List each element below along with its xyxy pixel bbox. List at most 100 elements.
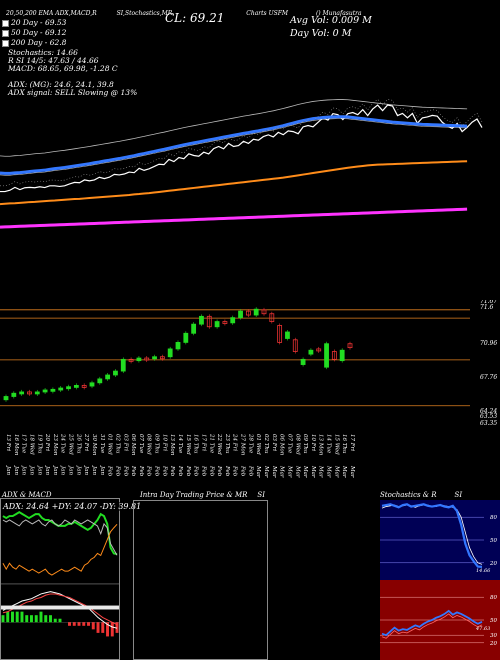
dotted-trend-line (0, 98, 483, 187)
candle (308, 349, 314, 355)
month-label: Mar (349, 465, 355, 478)
candle (144, 357, 150, 361)
candle (331, 351, 337, 360)
candle (152, 356, 157, 360)
candle (245, 310, 251, 316)
month-label: Jan (13, 465, 19, 475)
company-label: () Munafasutra (315, 10, 362, 17)
month-label: Feb (232, 465, 238, 477)
candle (11, 392, 17, 397)
moving-averages-chart (0, 98, 483, 229)
month-label: Feb (208, 465, 214, 477)
candle (42, 389, 48, 393)
candle (238, 310, 243, 319)
price-label: 63.35 (480, 420, 497, 427)
month-label: Mar (326, 465, 332, 478)
macd-histogram-bar (110, 622, 114, 637)
month-label: Mar (255, 465, 261, 478)
stoch-tick: 80 (490, 515, 497, 521)
legend-swatch[interactable] (2, 29, 9, 37)
date-label: 17 Tue (21, 434, 27, 454)
stoch-title: SI,Stochastics,MR (116, 10, 173, 17)
avg-volume: Avg Vol: 0.009 M (290, 15, 372, 26)
macd-histogram-bar (115, 622, 119, 633)
month-label: Jan (52, 465, 58, 475)
macd-histogram-bar (91, 622, 95, 630)
macd-histogram-bar (87, 622, 90, 626)
macd-histogram-bar (1, 615, 5, 623)
date-label: 03 Fri (122, 434, 128, 451)
candle (316, 348, 322, 352)
legend-swatch[interactable] (2, 19, 9, 27)
candle (113, 370, 118, 376)
month-label: Feb (247, 465, 253, 477)
date-label: 01 Wed (255, 434, 261, 455)
date-label: 07 Tue (286, 434, 292, 454)
candle (339, 349, 345, 362)
candle (199, 315, 204, 325)
stoch-panel-title: Stochastics & R SI (380, 491, 463, 499)
candle (19, 391, 25, 395)
stoch-tick: 20 (489, 561, 497, 567)
month-label: Mar (341, 465, 347, 478)
stochastics-readout: Stochastics: 14.66 (8, 48, 78, 57)
date-label: 23 Mon (52, 433, 58, 456)
month-label: Feb (216, 465, 222, 477)
candle (253, 308, 259, 316)
adx-signal: ADX signal: SELL Slowing @ 13% (8, 88, 138, 97)
date-label: 13 Mon (318, 434, 324, 456)
candle (277, 325, 283, 343)
macd-histogram-bar (6, 611, 10, 623)
candle (175, 342, 181, 350)
price-label: 64.24 (480, 408, 497, 415)
header-line: 20,50,200 EMA ADX,MACD,R SI,Stochastics,… (6, 10, 362, 17)
macd-histogram-bar (25, 615, 29, 623)
close-value: CL: 69.21 (165, 11, 225, 25)
candle (347, 343, 353, 349)
macd-histogram-bar (58, 618, 62, 623)
macd-histogram-bar (82, 622, 86, 626)
month-label: Jan (91, 465, 97, 475)
stoch-k-line (381, 503, 483, 568)
month-label: Jan (36, 465, 42, 475)
candle (97, 378, 103, 384)
macd-histogram-bar (39, 611, 43, 623)
-dy-line (2, 523, 118, 576)
date-label: 15 Wed (333, 434, 339, 455)
month-label: Mar (318, 465, 324, 478)
rsi-tick: 30 (490, 633, 497, 639)
date-label: 07 Tue (138, 434, 144, 454)
date-label: 17 Fri (200, 434, 206, 451)
candle (292, 339, 298, 352)
day-volume: Day Vol: 0 M (290, 28, 352, 39)
candle (34, 391, 40, 395)
rsi-tick: 80 (490, 595, 497, 601)
candle (191, 323, 197, 334)
price-line (0, 104, 483, 193)
candle (222, 321, 228, 324)
month-label: Mar (302, 465, 308, 478)
date-label: 24 Tue (60, 433, 66, 454)
macd-histogram-bar (34, 615, 38, 623)
candle (167, 348, 173, 358)
date-label: 26 Thu (75, 433, 81, 454)
legend-swatch[interactable] (2, 39, 9, 47)
candle (89, 382, 95, 387)
legend-ema20: 20 Day - 69.53 (2, 18, 66, 27)
stoch-last-value: 14.66 (476, 568, 491, 574)
month-label: Mar (310, 465, 316, 478)
date-label: 13 Mon (169, 434, 175, 456)
month-label: Feb (146, 465, 152, 477)
candle (66, 386, 71, 390)
date-label: 06 Mon (130, 434, 136, 456)
date-label: 14 Tue (177, 434, 183, 454)
macd-signal-line (2, 593, 118, 626)
adx-readout: ADX: (MG): 24.6, 24.1, 39.8 (8, 80, 114, 89)
date-label: 21 Tue (208, 433, 214, 454)
adx-chart (0, 498, 120, 660)
date-label: 02 Thu (114, 434, 120, 454)
macd-histogram-bar (44, 615, 48, 623)
ema200-line (0, 207, 468, 229)
rsi-line (381, 609, 483, 637)
